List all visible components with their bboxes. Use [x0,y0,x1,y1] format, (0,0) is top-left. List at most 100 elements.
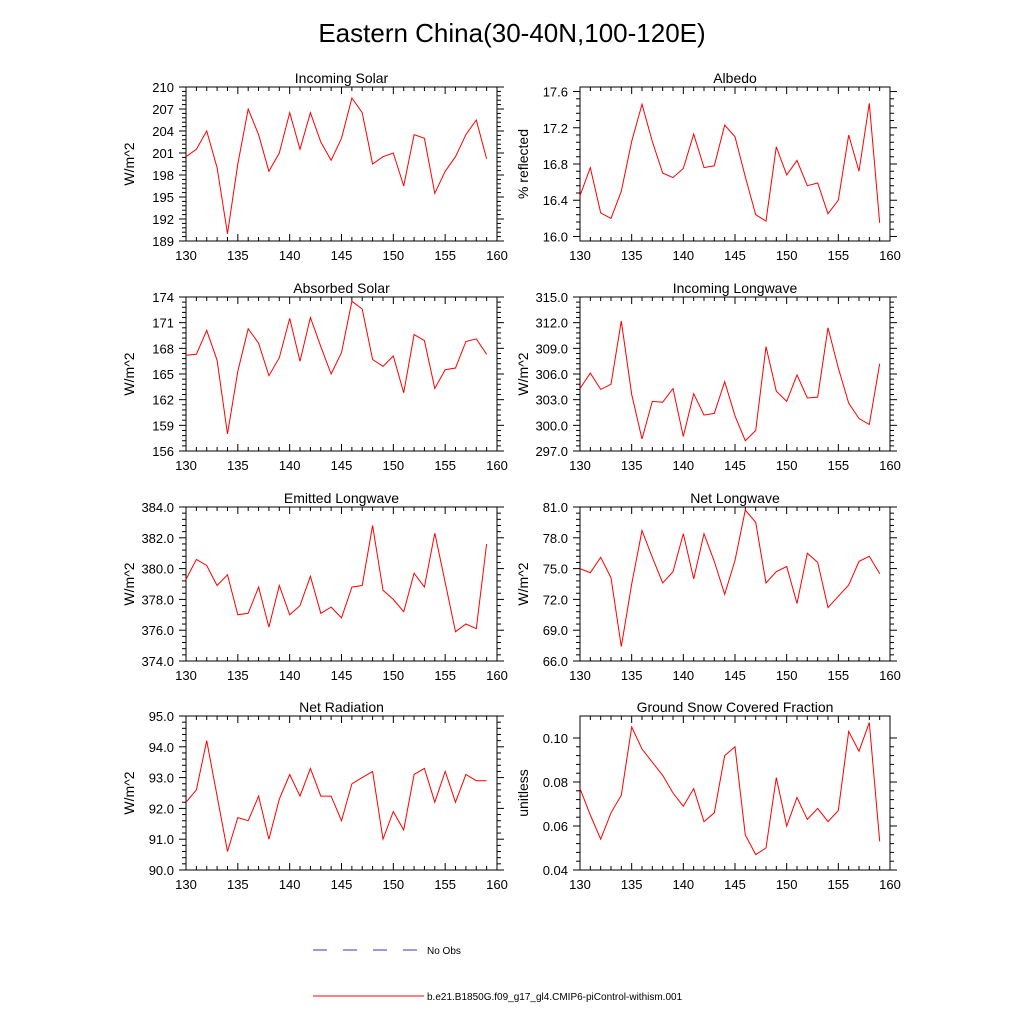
panel-title: Incoming Solar [295,70,389,86]
y-tick-label: 66.0 [543,654,568,669]
y-tick-label: 374.0 [141,654,174,669]
y-tick-label: 165 [152,367,174,382]
x-tick-label: 155 [827,668,849,683]
legend-model-label: b.e21.B1850G.f09_g17_gl4.CMIP6-piControl… [427,992,683,1003]
x-tick-label: 150 [382,877,404,892]
x-tick-label: 140 [279,248,301,263]
series-line [579,102,881,223]
x-tick-label: 160 [486,458,508,473]
chart-panel-4: Incoming Longwave W/m^2 130 135 140 145 150 155… [515,280,901,473]
y-tick-label: 16.8 [543,157,568,172]
plot-frame [579,296,891,452]
y-axis-label: unitless [515,769,531,816]
chart-panel-1: Incoming Solar W/m^2 130 135 140 145 150 155 160… [121,70,508,263]
x-tick-label: 145 [724,248,746,263]
panel-title: Net Radiation [299,699,384,715]
panel-title: Ground Snow Covered Fraction [637,699,834,715]
y-tick-label: 380.0 [141,562,174,577]
panels: Incoming Solar W/m^2 130 135 140 145 150 155 160… [121,70,901,892]
x-tick-label: 145 [724,668,746,683]
x-tick-label: 135 [227,877,249,892]
y-tick-label: 93.0 [149,771,174,786]
panel-title: Incoming Longwave [673,280,798,296]
x-tick-label: 150 [776,877,798,892]
y-tick-label: 300.0 [535,418,568,433]
x-tick-label: 155 [434,248,456,263]
y-tick-label: 376.0 [141,623,174,638]
x-tick-label: 145 [331,458,353,473]
chart-panel-2: Albedo % reflected 130 135 140 145 150 155 160 16… [515,70,901,263]
legend-obs-label: No Obs [427,946,461,957]
x-tick-label: 155 [434,668,456,683]
legend: No Obs b.e21.B1850G.f09_g17_gl4.CMIP6-pi… [313,946,683,1003]
y-tick-label: 159 [152,418,174,433]
plot-frame [579,506,891,662]
y-tick-label: 198 [152,168,174,183]
x-tick-label: 150 [776,458,798,473]
y-tick-label: 306.0 [535,367,568,382]
y-tick-label: 0.10 [543,731,568,746]
y-tick-label: 195 [152,190,174,205]
x-tick-label: 155 [827,248,849,263]
figure-title: Eastern China(30-40N,100-120E) [318,18,705,48]
series-line [579,722,881,856]
series-line [185,300,488,434]
x-tick-label: 145 [331,668,353,683]
y-tick-label: 378.0 [141,592,174,607]
y-tick-label: 92.0 [149,801,174,816]
x-tick-label: 140 [672,877,694,892]
y-tick-label: 382.0 [141,531,174,546]
y-axis-label: W/m^2 [121,142,137,185]
chart-panel-5: Emitted Longwave W/m^2 130 135 140 145 150 155 1… [121,490,508,683]
panel-title: Emitted Longwave [284,490,399,506]
y-tick-label: 156 [152,444,174,459]
x-tick-label: 130 [175,877,197,892]
y-tick-label: 174 [152,290,174,305]
x-tick-label: 130 [569,877,591,892]
series-line [185,96,488,234]
y-tick-label: 210 [152,80,174,95]
x-tick-label: 150 [382,668,404,683]
x-tick-label: 130 [569,668,591,683]
y-tick-label: 171 [152,316,174,331]
y-tick-label: 81.0 [543,500,568,515]
y-tick-label: 0.04 [543,863,568,878]
y-tick-label: 162 [152,393,174,408]
x-tick-label: 140 [279,458,301,473]
x-tick-label: 135 [227,248,249,263]
series-line [579,508,881,647]
x-tick-label: 130 [569,458,591,473]
y-tick-label: 72.0 [543,592,568,607]
x-tick-label: 155 [434,877,456,892]
x-tick-label: 160 [879,668,901,683]
y-axis-label: W/m^2 [121,771,137,814]
x-tick-label: 160 [879,877,901,892]
y-tick-label: 16.0 [543,229,568,244]
y-tick-label: 91.0 [149,832,174,847]
x-tick-label: 140 [279,877,301,892]
y-tick-label: 201 [152,146,174,161]
x-tick-label: 155 [434,458,456,473]
plot-frame [185,506,498,662]
y-tick-label: 0.06 [543,819,568,834]
y-tick-label: 204 [152,124,174,139]
y-tick-label: 192 [152,212,174,227]
x-tick-label: 140 [279,668,301,683]
x-tick-label: 145 [724,877,746,892]
y-tick-label: 94.0 [149,740,174,755]
panel-title: Net Longwave [690,490,780,506]
x-tick-label: 135 [621,668,643,683]
y-tick-label: 309.0 [535,341,568,356]
x-tick-label: 150 [776,248,798,263]
y-axis-label: W/m^2 [515,352,531,395]
panel-title: Absorbed Solar [293,280,390,296]
series-line [185,740,487,852]
y-tick-label: 90.0 [149,863,174,878]
x-tick-label: 135 [621,248,643,263]
y-tick-label: 75.0 [543,562,568,577]
plot-frame [579,715,891,871]
x-tick-label: 130 [175,668,197,683]
y-tick-label: 0.08 [543,775,568,790]
x-tick-label: 160 [486,668,508,683]
